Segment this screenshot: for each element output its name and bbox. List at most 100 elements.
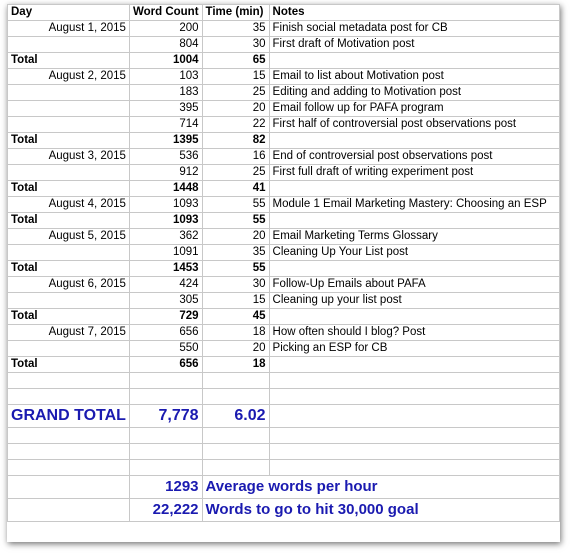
day-cell[interactable]: August 7, 2015 [7,324,130,341]
summary-value[interactable]: 22,222 [128,498,203,522]
notes-cell[interactable]: Finish social metadata post for CB [268,20,560,37]
notes-cell[interactable]: End of controversial post observations p… [268,148,560,165]
time-cell[interactable]: 18 [201,356,270,373]
day-cell[interactable]: August 5, 2015 [7,228,130,245]
time-cell[interactable]: 18 [201,324,270,341]
empty-cell[interactable] [128,443,203,460]
notes-cell[interactable] [268,212,560,229]
word-count-cell[interactable]: 305 [128,292,203,309]
empty-cell[interactable] [201,427,270,444]
notes-cell[interactable] [268,52,560,69]
time-cell[interactable]: 65 [201,52,270,69]
word-count-cell[interactable]: 1093 [128,212,203,229]
notes-cell[interactable]: First full draft of writing experiment p… [268,164,560,181]
notes-cell[interactable]: Picking an ESP for CB [268,340,560,357]
time-cell[interactable]: 30 [201,276,270,293]
notes-cell[interactable] [268,308,560,325]
time-cell[interactable]: 22 [201,116,270,133]
time-cell[interactable]: 30 [201,36,270,53]
day-cell[interactable]: Total [7,212,130,229]
word-count-cell[interactable]: 804 [128,36,203,53]
word-count-cell[interactable]: 183 [128,84,203,101]
notes-cell[interactable]: Editing and adding to Motivation post [268,84,560,101]
notes-cell[interactable]: Email to list about Motivation post [268,68,560,85]
empty-cell[interactable] [128,459,203,476]
grand-total-label[interactable]: GRAND TOTAL [7,404,130,428]
word-count-cell[interactable]: 1091 [128,244,203,261]
empty-cell[interactable] [7,427,130,444]
word-count-cell[interactable]: 714 [128,116,203,133]
day-cell[interactable]: Total [7,308,130,325]
empty-cell[interactable] [7,372,130,389]
day-cell[interactable]: August 1, 2015 [7,20,130,37]
summary-label[interactable]: Average words per hour [201,475,560,499]
word-count-cell[interactable]: 1004 [128,52,203,69]
time-cell[interactable]: 82 [201,132,270,149]
grand-total-time[interactable]: 6.02 [201,404,270,428]
grand-total-words[interactable]: 7,778 [128,404,203,428]
day-cell[interactable] [7,100,130,117]
time-cell[interactable]: 35 [201,20,270,37]
empty-cell[interactable] [201,459,270,476]
empty-cell[interactable] [268,427,560,444]
empty-cell[interactable] [268,388,560,405]
day-cell[interactable]: August 3, 2015 [7,148,130,165]
day-cell[interactable]: August 2, 2015 [7,68,130,85]
day-cell[interactable] [7,36,130,53]
empty-cell[interactable] [201,372,270,389]
empty-cell[interactable] [268,404,560,428]
empty-cell[interactable] [128,372,203,389]
day-cell[interactable]: Total [7,52,130,69]
time-cell[interactable]: 20 [201,228,270,245]
day-cell[interactable] [7,164,130,181]
day-cell[interactable]: August 4, 2015 [7,196,130,213]
word-count-cell[interactable]: 1453 [128,260,203,277]
empty-cell[interactable] [268,459,560,476]
word-count-cell[interactable]: 103 [128,68,203,85]
header-time[interactable]: Time (min) [201,4,270,21]
empty-cell[interactable] [268,372,560,389]
day-cell[interactable]: Total [7,180,130,197]
empty-cell[interactable] [128,388,203,405]
notes-cell[interactable] [268,132,560,149]
word-count-cell[interactable]: 1448 [128,180,203,197]
time-cell[interactable]: 20 [201,340,270,357]
header-day[interactable]: Day [7,4,130,21]
time-cell[interactable]: 55 [201,212,270,229]
word-count-cell[interactable]: 656 [128,356,203,373]
day-cell[interactable]: Total [7,132,130,149]
time-cell[interactable]: 20 [201,100,270,117]
empty-cell[interactable] [7,443,130,460]
notes-cell[interactable]: First draft of Motivation post [268,36,560,53]
notes-cell[interactable]: How often should I blog? Post [268,324,560,341]
word-count-cell[interactable]: 536 [128,148,203,165]
word-count-cell[interactable]: 1093 [128,196,203,213]
notes-cell[interactable]: Email follow up for PAFA program [268,100,560,117]
time-cell[interactable]: 16 [201,148,270,165]
word-count-cell[interactable]: 656 [128,324,203,341]
notes-cell[interactable]: Follow-Up Emails about PAFA [268,276,560,293]
day-cell[interactable] [7,244,130,261]
header-notes[interactable]: Notes [268,4,560,21]
empty-cell[interactable] [268,443,560,460]
notes-cell[interactable] [268,180,560,197]
notes-cell[interactable]: First half of controversial post observa… [268,116,560,133]
word-count-cell[interactable]: 424 [128,276,203,293]
time-cell[interactable]: 55 [201,196,270,213]
notes-cell[interactable]: Cleaning up your list post [268,292,560,309]
day-cell[interactable]: Total [7,356,130,373]
day-cell[interactable] [7,116,130,133]
notes-cell[interactable] [268,260,560,277]
day-cell[interactable] [7,84,130,101]
time-cell[interactable]: 15 [201,68,270,85]
time-cell[interactable]: 15 [201,292,270,309]
time-cell[interactable]: 25 [201,84,270,101]
time-cell[interactable]: 55 [201,260,270,277]
time-cell[interactable]: 41 [201,180,270,197]
empty-cell[interactable] [7,475,130,499]
time-cell[interactable]: 25 [201,164,270,181]
word-count-cell[interactable]: 362 [128,228,203,245]
word-count-cell[interactable]: 550 [128,340,203,357]
day-cell[interactable]: Total [7,260,130,277]
word-count-cell[interactable]: 912 [128,164,203,181]
